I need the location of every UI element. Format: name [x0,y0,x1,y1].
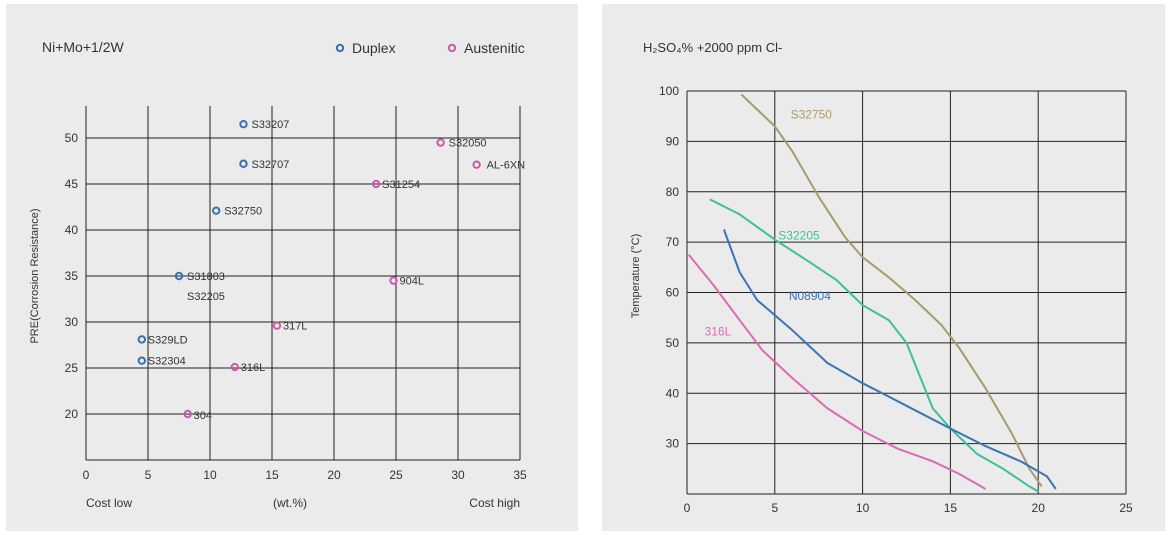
x-tick-label: 20 [327,468,341,482]
x-tick-label: 0 [83,468,90,482]
data-label: S329LD [148,334,188,346]
y-tick-label: 50 [65,131,79,145]
data-label: AL-6XN [487,160,526,172]
y-tick-label: 40 [65,223,79,237]
data-label: 316L [241,362,265,374]
data-label: S32750 [224,206,262,218]
y-tick-label: 80 [666,185,680,199]
scatter-chart-panel: 0 5 10 15 20 25 30 35 20 25 30 35 40 45 50 Ni+Mo+1/2W Co… [6,4,578,531]
y-axis-title: PRE(Corrosion Resistance) [29,208,41,343]
data-label: S32304 [148,356,186,368]
legend-label-duplex: Duplex [352,40,396,56]
x-tick-label: 35 [513,468,527,482]
data-label: S32707 [251,159,289,171]
data-label: S31803 [187,271,225,283]
data-point [137,335,147,344]
data-point [183,409,192,419]
x-axis-title: (wt.%) [273,496,307,510]
x-low-label: Cost low [86,496,132,510]
y-tick-label: 30 [666,437,680,451]
data-label: 304 [194,410,212,422]
y-tick-label: 50 [666,336,680,350]
y-tick-label: 30 [65,315,79,329]
legend-marker-austenitic [447,43,457,53]
y-tick-label: 70 [666,235,680,249]
data-point [239,159,248,168]
data-point [436,138,445,147]
x-tick-label: 0 [684,501,691,515]
data-point [472,160,481,169]
x-tick-label: 30 [451,468,465,482]
x-high-label: Cost high [469,496,520,510]
y-tick-label: 35 [65,269,79,283]
x-tick-label: 10 [856,501,870,515]
y-tick-label: 20 [65,407,79,421]
x-tick-label: 25 [1119,501,1133,515]
data-point [137,356,147,365]
x-tick-label: 5 [145,468,152,482]
x-tick-label: 20 [1032,501,1046,515]
series-label-n08904: N08904 [789,289,831,303]
x-tick-label: 10 [203,468,217,482]
x-tick-label: 25 [389,468,403,482]
series-line-s32205 [709,198,1039,493]
data-label: S32205 [187,291,225,303]
data-label: S32050 [449,138,487,150]
line-chart: 0 5 10 15 20 25 30 40 50 60 70 80 90 100 H₂SO₄% +2000 … [630,40,1133,515]
scatter-chart: 0 5 10 15 20 25 30 35 20 25 30 35 40 45 50 Ni+Mo+1/2W Co… [29,39,527,510]
data-label: 904L [400,276,424,288]
line-chart-panel: 0 5 10 15 20 25 30 40 50 60 70 80 90 100 H₂SO₄% +2000 … [602,4,1165,531]
y-axis-title: Temperature (°C) [630,234,642,318]
legend-label-austenitic: Austenitic [464,40,525,56]
data-point [389,276,398,285]
data-point [239,120,248,129]
series-label-s32750: S32750 [791,108,833,122]
y-tick-label: 100 [659,84,679,98]
chart-title: Ni+Mo+1/2W [42,39,124,55]
data-label: S33207 [251,119,289,131]
chart-title: H₂SO₄% +2000 ppm Cl- [643,40,782,55]
data-point [230,362,240,372]
x-tick-label: 5 [771,501,778,515]
y-tick-label: 25 [65,361,79,375]
series-label-s32205: S32205 [778,229,820,243]
x-tick-label: 15 [265,468,279,482]
data-label: S31254 [382,179,420,191]
data-point [371,179,381,189]
series-line-s32750 [740,93,1043,487]
series-label-316l: 316L [705,324,732,338]
y-tick-label: 90 [666,134,680,148]
series-line-316l [688,254,986,490]
y-tick-label: 60 [666,286,680,300]
data-point [212,206,221,215]
data-label: 317L [283,321,307,333]
series-line-n08904 [722,229,1057,490]
y-tick-label: 45 [65,177,79,191]
y-tick-label: 40 [666,386,680,400]
x-tick-label: 15 [944,501,958,515]
legend-marker-duplex [335,43,345,53]
data-point [272,321,282,330]
data-point [174,271,184,281]
